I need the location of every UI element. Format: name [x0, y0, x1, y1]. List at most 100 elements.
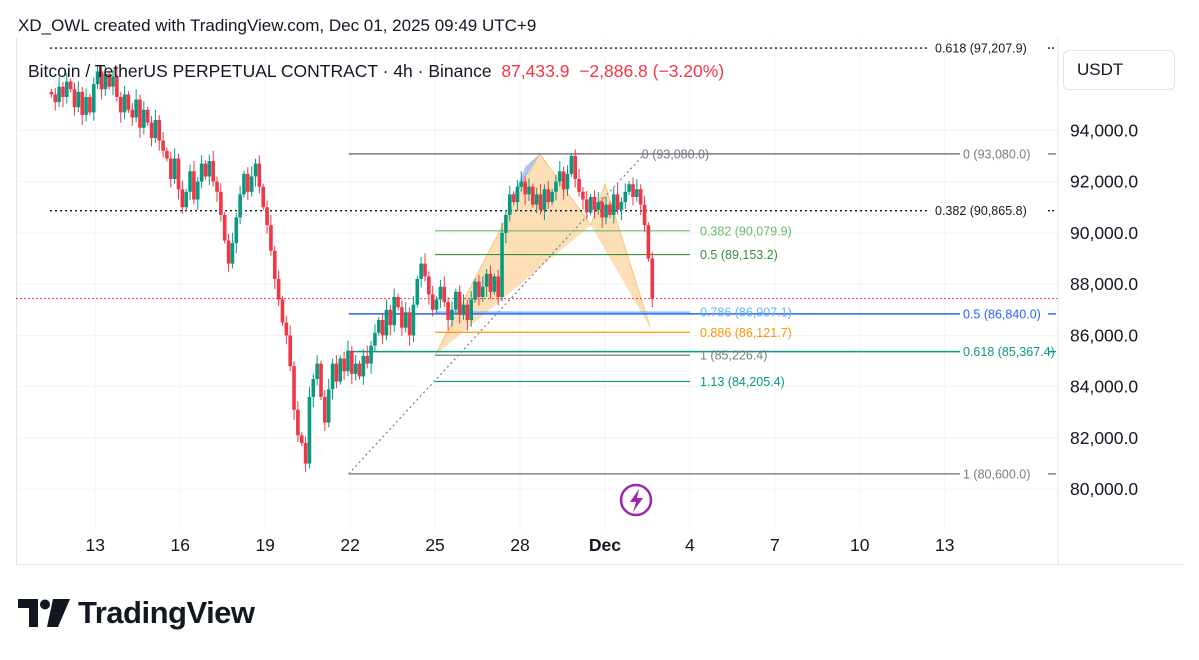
candle-body	[207, 161, 212, 177]
candle-body	[265, 207, 269, 226]
candle-body	[68, 81, 73, 90]
price-chart[interactable]: 94,000.0 92,000.0 90,000.0 88,000.0 86,000.0…	[0, 0, 1199, 600]
candle-body	[477, 281, 481, 297]
candle-body	[369, 345, 373, 364]
candle-body	[303, 443, 308, 464]
candle-body	[492, 276, 497, 292]
candle-body	[307, 396, 312, 464]
candle-body	[538, 194, 543, 210]
candle-body	[65, 81, 69, 97]
candle-body	[76, 91, 81, 108]
candle-body	[149, 122, 154, 138]
last-price: 87,433.9	[501, 61, 570, 81]
candle-body	[615, 194, 620, 210]
candle-body	[184, 191, 188, 208]
candle-body	[253, 163, 258, 177]
candle-body	[249, 176, 254, 192]
candle-body	[588, 196, 593, 213]
candle-body	[438, 286, 443, 300]
candle-body	[49, 91, 54, 95]
candle-body	[400, 307, 404, 328]
candle-body	[584, 199, 589, 213]
candle-body	[219, 191, 223, 215]
candle-body	[122, 94, 127, 113]
candle-body	[107, 73, 111, 87]
candle-body	[500, 232, 504, 297]
candle-body	[496, 276, 500, 297]
candle-body	[480, 286, 485, 297]
pattern-fib-label: 1.13 (84,205.4)	[700, 375, 785, 389]
candle-body	[581, 191, 585, 200]
candle-body	[80, 91, 85, 115]
candle-body	[646, 225, 651, 259]
candle-body	[61, 86, 65, 97]
candle-body	[353, 363, 358, 374]
candle-body	[558, 171, 562, 182]
candle-body	[296, 409, 300, 436]
candle-body	[531, 186, 535, 205]
candle-body	[650, 258, 655, 299]
candle-body	[600, 202, 604, 218]
candle-body	[515, 186, 520, 203]
y-tick-label: 82,000.0	[1070, 428, 1138, 448]
candle-body	[592, 196, 597, 210]
candle-body	[488, 273, 493, 292]
candle-body	[550, 191, 554, 203]
y-tick-label: 92,000.0	[1070, 172, 1138, 192]
x-tick-label: 19	[255, 535, 274, 555]
candle-body	[323, 396, 327, 423]
candle-body	[172, 158, 177, 180]
fib-level-label: 0 (93,080.0)	[963, 147, 1030, 161]
y-tick-label: 80,000.0	[1070, 479, 1138, 499]
candle-body	[350, 350, 354, 374]
candle-body	[215, 181, 219, 192]
candle-body	[619, 202, 624, 210]
candle-body	[419, 263, 423, 279]
candle-body	[292, 366, 296, 410]
candle-body	[608, 204, 612, 215]
candle-body	[315, 363, 319, 379]
currency-selector[interactable]: USDT	[1063, 50, 1175, 90]
candle-body	[415, 279, 420, 305]
candle-body	[604, 204, 608, 218]
candle-body	[238, 194, 242, 218]
candle-body	[434, 299, 439, 310]
candle-body	[430, 294, 435, 310]
candle-body	[180, 189, 185, 208]
candle-body	[427, 276, 431, 295]
pattern-fib-label: 0.886 (86,121.7)	[700, 326, 792, 340]
candle-body	[561, 171, 566, 190]
candle-body	[176, 158, 181, 190]
candle-body	[211, 161, 215, 182]
chart-area[interactable]	[16, 38, 1184, 565]
y-tick-label: 94,000.0	[1070, 120, 1138, 140]
pattern-fib-label: 0.5 (89,153.2)	[700, 248, 778, 262]
candle-body	[465, 304, 470, 321]
pattern-fib-label: 0.382 (90,079.9)	[700, 224, 792, 238]
candle-body	[484, 273, 489, 287]
candle-body	[142, 109, 146, 128]
pattern-fib-label: 1 (85,226.4)	[700, 349, 767, 363]
candle-body	[411, 304, 416, 336]
candle-body	[57, 86, 61, 103]
candle-body	[330, 363, 335, 390]
candle-body	[95, 71, 100, 85]
pattern-fib-label: 0.786 (86,907.1)	[700, 306, 792, 320]
candle-body	[118, 96, 123, 113]
candle-body	[469, 299, 474, 321]
candle-body	[457, 291, 462, 315]
candle-body	[523, 181, 527, 195]
price-change: −2,886.8 (−3.20%)	[579, 61, 725, 81]
candle-body	[473, 281, 477, 300]
x-tick-label: Dec	[589, 535, 621, 555]
candle-body	[226, 240, 231, 264]
candle-body	[115, 76, 119, 97]
candle-body	[299, 435, 304, 444]
candle-body	[91, 84, 96, 113]
candle-body	[365, 355, 370, 364]
candle-body	[461, 304, 466, 315]
candle-body	[153, 120, 158, 138]
candle-body	[272, 250, 277, 279]
candle-body	[554, 181, 558, 192]
candle-body	[222, 214, 227, 241]
